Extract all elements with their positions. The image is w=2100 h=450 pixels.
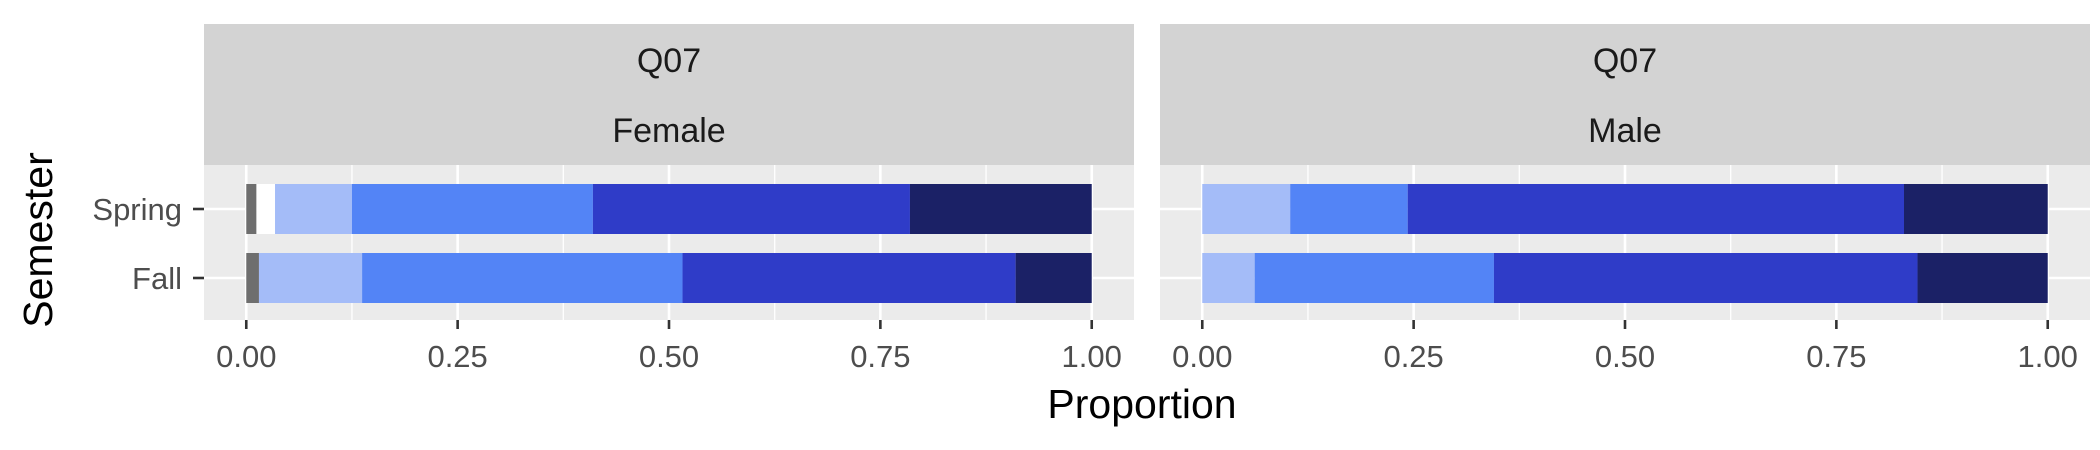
bar-segment bbox=[1202, 184, 1291, 234]
bar-segment bbox=[1407, 184, 1904, 234]
bar-segment bbox=[1254, 253, 1494, 303]
x-tick-label: 1.00 bbox=[1062, 339, 1122, 374]
x-tick-label: 0.25 bbox=[427, 339, 487, 374]
x-tick-label: 0.00 bbox=[216, 339, 276, 374]
bar-segment bbox=[362, 253, 683, 303]
bar-segment bbox=[258, 253, 363, 303]
bar-segment bbox=[1917, 253, 2048, 303]
bar-segment bbox=[1015, 253, 1092, 303]
facet-strip-label: Female bbox=[612, 112, 725, 150]
y-axis-title: Semester bbox=[15, 152, 61, 327]
x-tick-label: 0.25 bbox=[1383, 339, 1443, 374]
bar-segment bbox=[256, 184, 276, 234]
facet-strip-label: Male bbox=[1588, 112, 1662, 150]
bar-segment bbox=[1904, 184, 2048, 234]
bar-segment bbox=[246, 253, 259, 303]
bar-segment bbox=[246, 184, 257, 234]
x-tick-label: 0.50 bbox=[1595, 339, 1655, 374]
facet-strip-label: Q07 bbox=[637, 42, 701, 80]
facet-strip bbox=[204, 24, 1134, 165]
bar-segment bbox=[592, 184, 910, 234]
x-tick-label: 0.75 bbox=[1806, 339, 1866, 374]
bar-segment bbox=[1202, 253, 1255, 303]
bar-segment bbox=[1493, 253, 1918, 303]
y-tick-label: Fall bbox=[132, 261, 182, 296]
bar-segment bbox=[682, 253, 1016, 303]
facet-strip bbox=[1160, 24, 2090, 165]
x-tick-label: 0.75 bbox=[850, 339, 910, 374]
bar-segment bbox=[909, 184, 1092, 234]
facet-strip-label: Q07 bbox=[1593, 42, 1657, 80]
bar-segment bbox=[275, 184, 352, 234]
bar-segment bbox=[1290, 184, 1408, 234]
x-tick-label: 0.00 bbox=[1172, 339, 1232, 374]
x-tick-label: 1.00 bbox=[2018, 339, 2078, 374]
x-axis-title: Proportion bbox=[1047, 381, 1236, 427]
y-tick-label: Spring bbox=[92, 192, 182, 227]
bar-segment bbox=[351, 184, 593, 234]
x-tick-label: 0.50 bbox=[639, 339, 699, 374]
